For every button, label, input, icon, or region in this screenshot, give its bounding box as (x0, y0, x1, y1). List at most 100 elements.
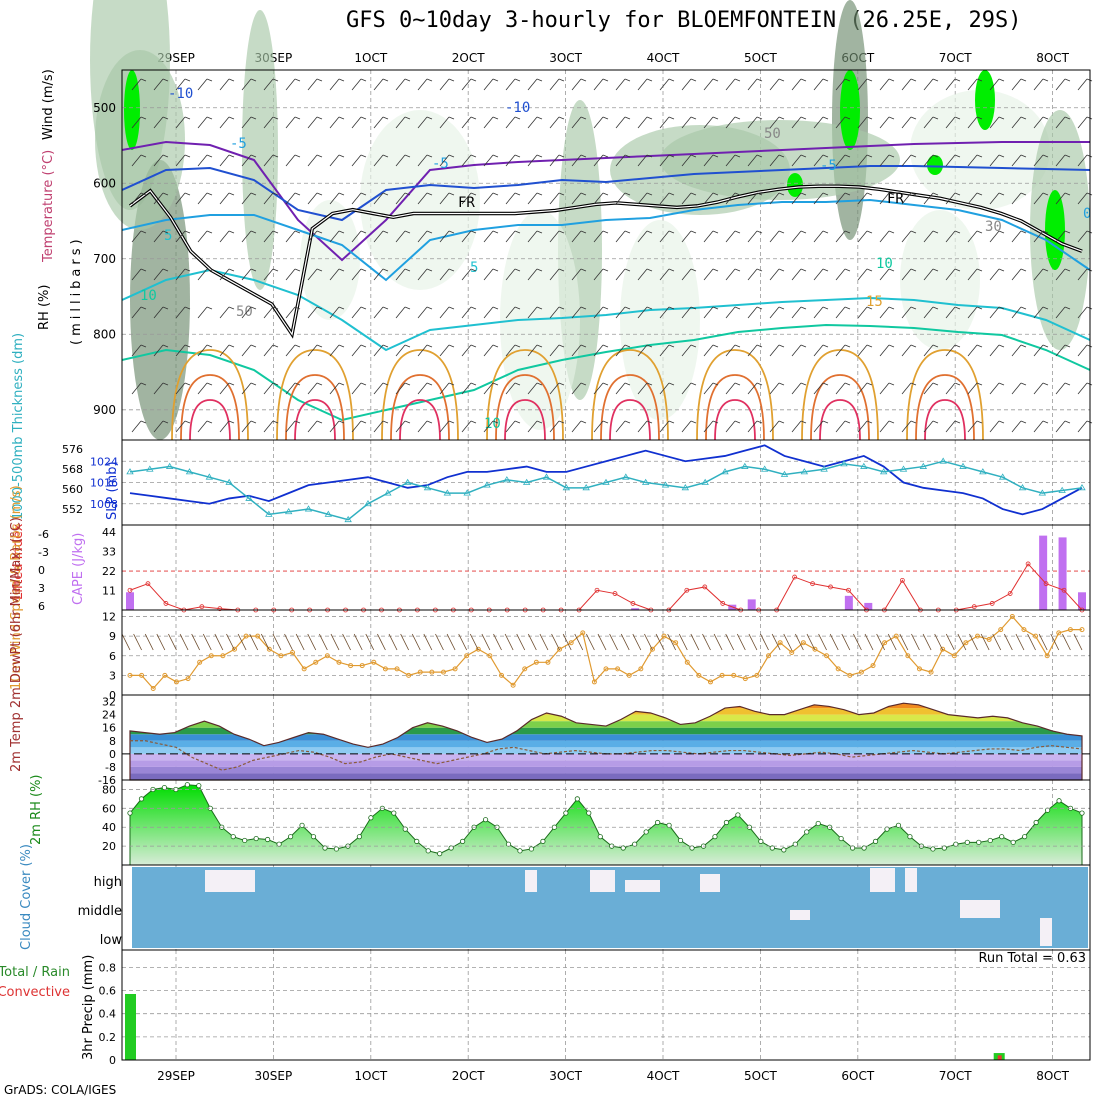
wind-barb-flag (404, 116, 411, 120)
wind-speed-point (162, 672, 168, 678)
wind-barb-10m (342, 633, 351, 651)
wind-barb-staff (593, 420, 604, 433)
wind-barb-flag (712, 192, 719, 196)
wind-barb (395, 78, 411, 91)
wind-barb-staff (219, 154, 230, 167)
rh-high-shading (840, 70, 860, 150)
cloud-clear-patch (790, 910, 810, 920)
lifted-index-point (594, 587, 600, 593)
wind-barb (505, 116, 521, 129)
wind-barb-staff (571, 230, 582, 243)
wind-barb (197, 420, 213, 433)
rh-point (414, 838, 420, 844)
wind-barb-staff (439, 382, 450, 395)
wind-barb-flag (426, 192, 433, 196)
temperature-contour-warm (390, 374, 450, 441)
wind-barb (725, 344, 741, 357)
wind-barb-flag (162, 154, 169, 158)
wind-barb-flag (668, 344, 675, 348)
wind-barb (879, 268, 895, 281)
side-label-group: Wind (m/s) (41, 69, 56, 140)
wind-barb (791, 382, 807, 395)
wind-barb-flag (976, 382, 983, 386)
wind-barb-flag (756, 116, 763, 120)
wind-barb-flag (932, 230, 939, 234)
wind-barb-10m (725, 633, 735, 651)
wind-barb (1033, 192, 1049, 205)
rh-tick-label: 80 (102, 783, 116, 796)
wind-barb-flag (1042, 382, 1049, 386)
wind-tick-label: 9 (109, 630, 116, 643)
wind-barb-staff (505, 78, 516, 91)
wind-barb (1055, 382, 1071, 395)
wind-barb (1055, 78, 1071, 91)
wind-barb (373, 154, 389, 167)
wind-barb-flag (602, 268, 609, 272)
wind-barb-flag (910, 116, 917, 120)
wind-barb-flag (778, 306, 785, 310)
rh-point (964, 839, 970, 845)
wind-barb (923, 306, 939, 319)
wind-barb (901, 116, 917, 129)
wind-barb-flag (1020, 344, 1027, 348)
wind-barb (1011, 306, 1027, 319)
wind-barb-staff (505, 344, 516, 357)
wind-barb (1033, 116, 1049, 129)
wind-barb (461, 306, 477, 319)
wind-barb-10m (1038, 633, 1048, 651)
lifted-index-point (1061, 587, 1067, 593)
wind-barb-flag (426, 268, 433, 272)
wind-barb (461, 78, 477, 91)
wind-barb (791, 116, 807, 129)
wind-barb (219, 268, 235, 281)
wind-barb-staff (351, 230, 362, 243)
rh-point (930, 846, 936, 852)
wind-barb-staff (571, 192, 582, 205)
wind-barb (197, 116, 213, 129)
wind-barb-10m (597, 633, 607, 651)
wind-speed-point (324, 653, 330, 659)
wind-barb-flag (976, 268, 983, 272)
wind-barb-10m (191, 633, 201, 651)
thickness-point (879, 468, 888, 475)
wind-barb-staff (417, 192, 428, 205)
wind-barb-staff (241, 420, 252, 433)
wind-barb-staff (1077, 268, 1088, 281)
wind-barb (835, 116, 851, 129)
wind-speed-point (951, 653, 957, 659)
wind-barb-flag (184, 154, 191, 158)
wind-barb-staff (395, 382, 406, 395)
wind-barb (615, 420, 631, 433)
wind-barb-flag (514, 382, 521, 386)
wind-barb (945, 116, 961, 129)
wind-barb (307, 116, 323, 129)
wind-barb (637, 192, 653, 205)
wind-barb-flag (1020, 420, 1027, 424)
wind-barb (659, 154, 675, 167)
wind-barb-staff (461, 268, 472, 281)
wind-barb (175, 420, 191, 433)
wind-barb (263, 116, 279, 129)
wind-barb (747, 78, 763, 91)
side-label-rh: RH (%) (37, 285, 52, 330)
wind-barb-flag (1064, 382, 1071, 386)
wind-barb-flag (954, 192, 961, 196)
wind-barb-flag (316, 154, 323, 158)
wind-barb-flag (734, 154, 741, 158)
temperature-contour (121, 323, 1091, 422)
wind-barb (329, 268, 345, 281)
temperature-contour (121, 198, 1091, 282)
wind-barb-flag (690, 192, 697, 196)
wind-barb-staff (263, 382, 274, 395)
wind-barb-flag (822, 420, 829, 424)
wind-barb-flag (734, 306, 741, 310)
wind-barb-flag (514, 420, 521, 424)
temp-band (130, 773, 1082, 780)
rh-point (574, 796, 580, 802)
wind-barb (307, 230, 323, 243)
wind-barb-flag (822, 382, 829, 386)
wind-barb-flag (910, 268, 917, 272)
cloud-clear-patch (205, 870, 255, 892)
wind-barb-staff (1055, 268, 1066, 281)
